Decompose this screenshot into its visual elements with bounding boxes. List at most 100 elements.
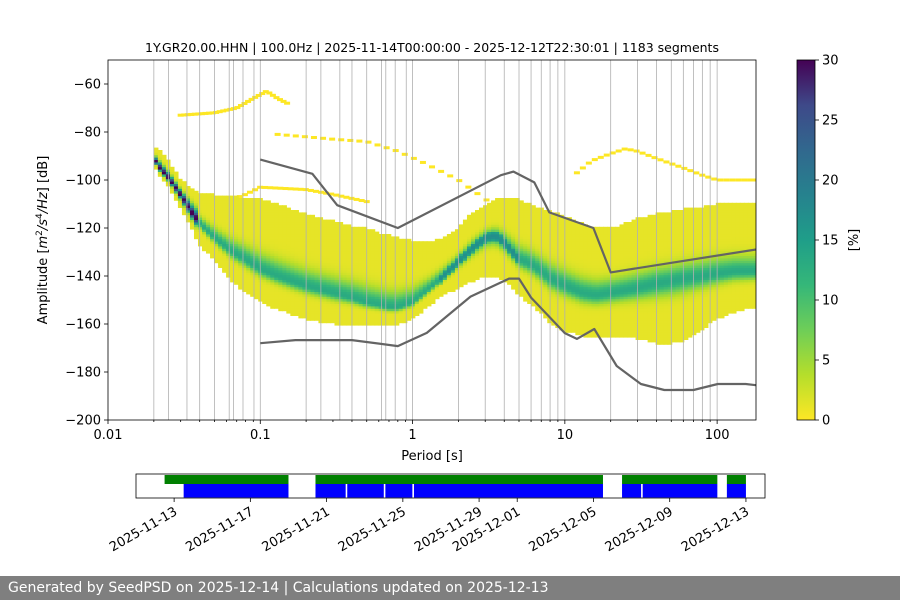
psd-cell [161,166,167,170]
psd-cell [354,301,360,304]
psd-cell [422,303,428,307]
psd-cell [410,306,416,309]
psd-cell [603,325,609,328]
psd-cell [206,231,211,235]
psd-cell [462,274,468,278]
psd-cell [655,282,661,285]
psd-cell [246,241,251,244]
psd-cell [571,310,576,314]
psd-cell [418,286,424,290]
psd-cell [370,231,376,235]
psd-cell [470,243,476,247]
psd-cell [474,241,480,244]
psd-cell [185,200,191,204]
psd-cell [563,306,568,309]
psd-cell [507,274,512,278]
psd-cell [462,262,468,266]
psd-cell [222,205,227,208]
psd-cell [242,284,247,288]
psd-cell [230,267,235,271]
psd-cell [302,282,307,285]
psd-cell [314,250,320,254]
psd-cell [250,212,255,216]
psd-cell [627,315,633,319]
psd-cell [242,279,247,283]
psd-cell [559,217,564,220]
psd-cell [647,339,653,343]
psd-cell [314,260,320,264]
psd-cell [274,236,279,240]
psd-cell [246,214,251,218]
psd-cell [266,224,271,228]
psd-cell [270,243,275,247]
psd-cell [599,296,605,300]
psd-cell [575,246,580,249]
outlier-cell [705,175,712,179]
psd-cell [503,267,508,271]
psd-cell [374,296,380,300]
psd-cell [193,226,199,230]
psd-cell [334,313,340,316]
psd-cell [386,320,392,324]
psd-cell [667,342,673,345]
psd-cell [543,219,548,223]
psd-cell [651,262,657,266]
psd-cell [266,231,271,235]
psd-cell [611,325,617,328]
psd-cell [193,212,199,216]
psd-cell [434,289,440,292]
psd-cell [410,313,416,316]
psd-cell [302,248,307,252]
psd-cell [479,274,484,278]
psd-cell [366,231,372,235]
psd-cell [454,253,460,256]
psd-cell [298,291,303,295]
psd-cell [595,325,601,328]
psd-cell [290,289,295,292]
outlier-cell [591,158,598,162]
outlier-cell [717,178,724,182]
psd-cell [523,248,528,252]
psd-cell [595,250,601,254]
psd-cell [350,270,356,273]
psd-cell [647,222,653,225]
psd-cell [643,219,649,223]
psd-cell [306,250,312,254]
psd-cell [266,279,271,283]
psd-cell [547,265,552,268]
psd-cell [511,260,516,264]
psd-cell [579,229,584,232]
psd-cell [386,246,392,249]
psd-cell [338,320,344,324]
psd-cell [330,231,336,235]
psd-cell [330,291,336,295]
psd-cell [470,231,476,235]
psd-cell [527,236,532,240]
psd-cell [450,243,456,247]
psd-cell [655,334,661,338]
psd-cell [559,241,564,244]
psd-cell [615,279,621,283]
psd-cell [362,272,368,276]
psd-cell [615,272,621,276]
psd-cell [346,270,352,273]
psd-cell [631,289,637,292]
psd-cell [153,159,159,163]
psd-cell [386,236,392,240]
psd-cell [398,289,404,292]
psd-cell [173,190,179,194]
psd-cell [242,229,247,232]
psd-cell [234,224,239,228]
psd-cell [595,262,601,266]
psd-cell [326,265,332,268]
psd-cell [153,152,159,156]
psd-cell [599,231,605,235]
psd-cell [430,258,436,261]
psd-cell [394,306,400,309]
psd-cell [278,306,283,309]
psd-cell [354,270,360,273]
psd-cell [266,246,271,249]
psd-cell [262,219,267,223]
psd-cell [499,267,504,271]
psd-cell [531,207,536,211]
